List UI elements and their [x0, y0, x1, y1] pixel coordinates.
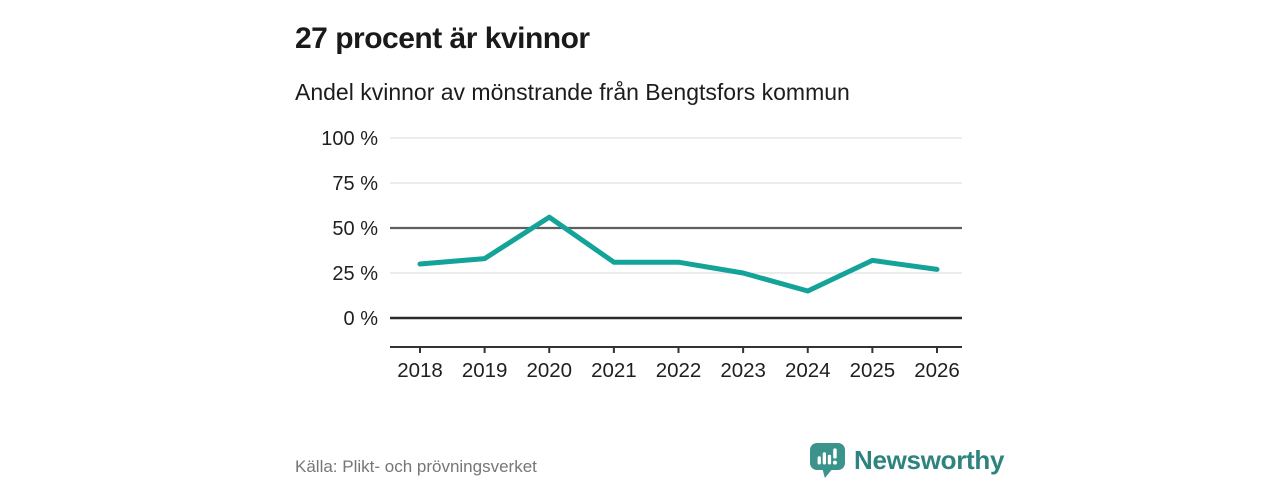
line-chart-svg: 100 % 75 % 50 % 25 % 0 % 2018 2019 2020 2021 2022…	[321, 128, 962, 382]
chart-title: 27 procent är kvinnor	[295, 22, 590, 56]
y-tick-label: 50 %	[332, 218, 378, 240]
y-tick-label: 25 %	[332, 263, 378, 285]
x-tick-label: 2022	[656, 359, 702, 382]
chart-subtitle: Andel kvinnor av mönstrande från Bengtsf…	[295, 79, 850, 105]
y-tick-label: 75 %	[332, 173, 378, 195]
x-tick-label: 2026	[914, 359, 960, 382]
x-tick-label: 2024	[785, 359, 831, 382]
data-line	[417, 214, 940, 294]
y-tick-label: 100 %	[321, 128, 378, 150]
line-chart: 100 % 75 % 50 % 25 % 0 % 2018 2019 2020 2021 2022…	[300, 120, 980, 390]
newsworthy-wordmark: Newsworthy	[854, 445, 1005, 475]
x-tick-label: 2020	[526, 359, 572, 382]
y-tick-label: 0 %	[344, 308, 379, 330]
newsworthy-icon	[810, 443, 845, 478]
x-tick-label: 2025	[850, 359, 896, 382]
x-tick-label: 2021	[591, 359, 637, 382]
x-tick-label: 2019	[462, 359, 508, 382]
x-tick-label: 2023	[720, 359, 766, 382]
newsworthy-logo: Newsworthy	[810, 443, 1004, 478]
source-caption: Källa: Plikt- och prövningsverket	[295, 457, 537, 476]
x-tick-label: 2018	[397, 359, 443, 382]
